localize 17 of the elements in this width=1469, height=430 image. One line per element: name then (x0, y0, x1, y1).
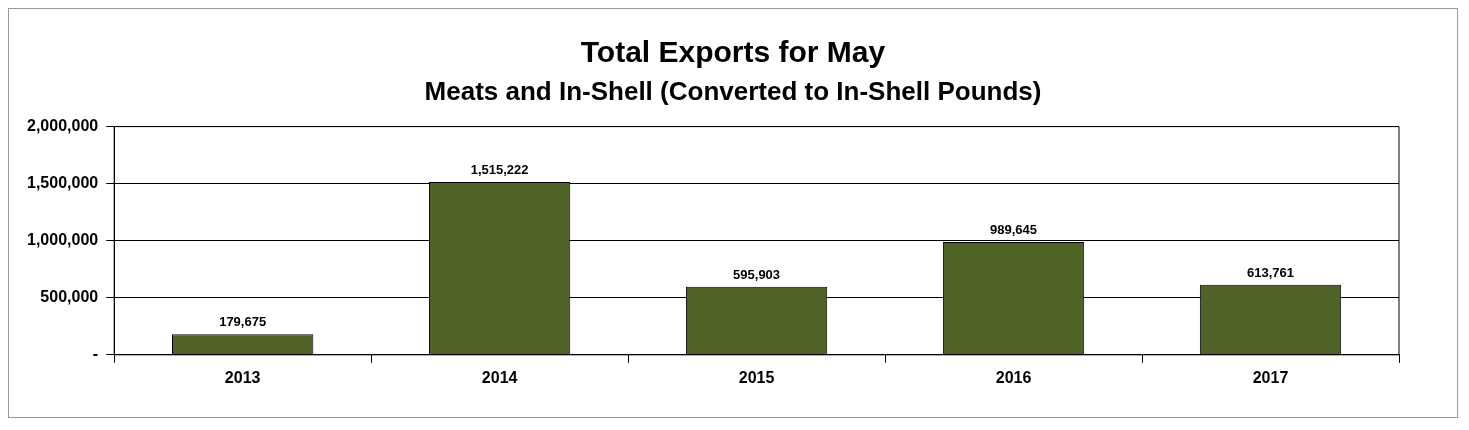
y-tick-label: 1,000,000 (26, 231, 99, 249)
x-tick-label: 2017 (1252, 368, 1289, 386)
x-tick-label: 2015 (738, 368, 775, 386)
data-label: 179,675 (219, 314, 267, 330)
data-label: 989,645 (990, 221, 1038, 237)
y-tick-label: 2,000,000 (26, 117, 99, 135)
y-tick-label: - (92, 345, 99, 363)
chart-subtitle: Meats and In-Shell (Converted to In-Shell Pounds) (423, 75, 1043, 108)
y-tick-label: 1,500,000 (26, 174, 99, 192)
data-label: 595,903 (733, 266, 781, 282)
data-label: 1,515,222 (470, 161, 529, 177)
data-label: 613,761 (1247, 264, 1295, 280)
x-tick-label: 2016 (995, 368, 1032, 386)
y-tick-label: 500,000 (40, 288, 99, 306)
chart-title: Total Exports for May (579, 34, 887, 70)
x-tick-label: 2013 (224, 368, 261, 386)
x-tick-label: 2014 (481, 368, 518, 386)
